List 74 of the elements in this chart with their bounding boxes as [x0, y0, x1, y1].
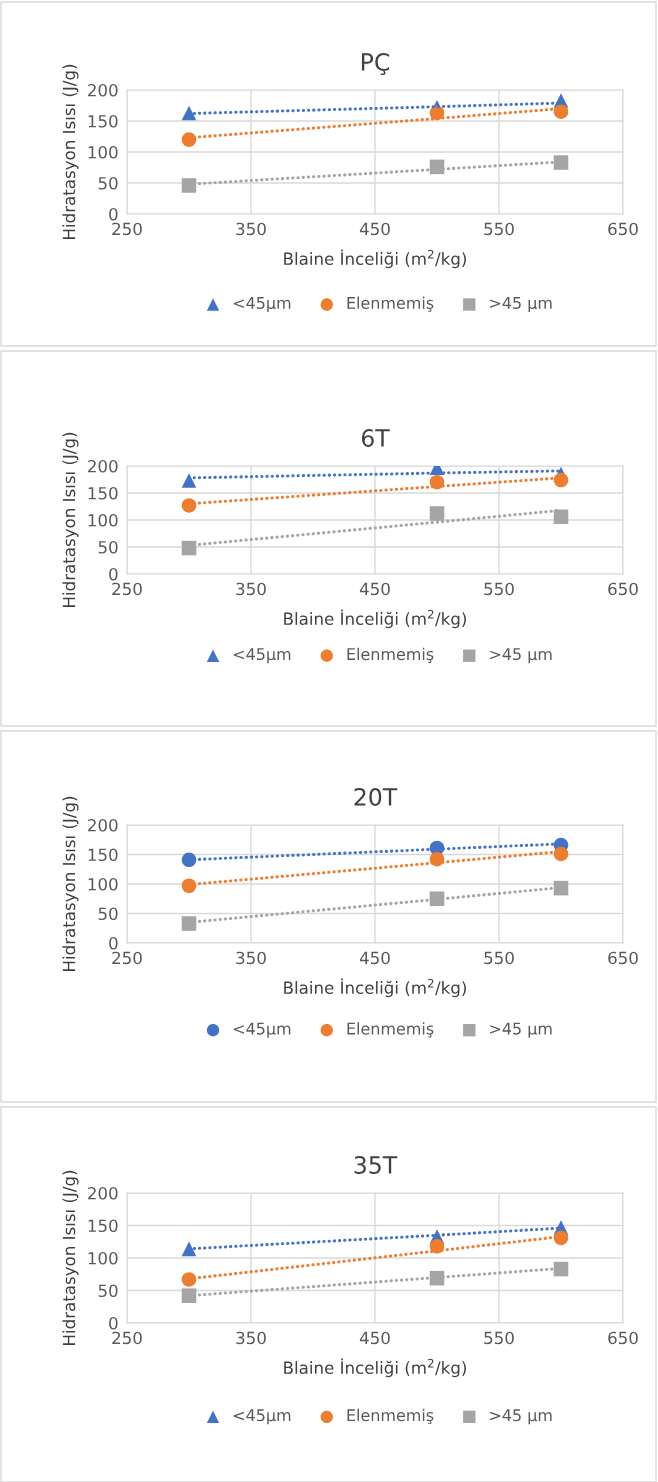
legend-label: >45 µm — [490, 1022, 552, 1038]
y-tick-label: 200 — [88, 1186, 118, 1200]
x-tick-label: 550 — [484, 1331, 514, 1345]
legend-label: <45µm — [233, 1022, 291, 1038]
y-tick-label: 50 — [98, 907, 118, 921]
y-tick-label: 100 — [88, 877, 118, 891]
x-tick-label: 250 — [112, 951, 142, 965]
x-tick-label: 450 — [359, 951, 390, 965]
y-tick-label: 200 — [88, 459, 118, 473]
legend-label: Elenmemiş — [347, 1408, 434, 1425]
point — [553, 104, 569, 119]
point — [553, 846, 569, 862]
point — [553, 472, 569, 488]
legend-label: >45 µm — [490, 297, 552, 313]
legend-label: <45µm — [233, 648, 291, 664]
y-tick-label: 100 — [88, 513, 118, 527]
x-axis-title: Blaine İnceliği (m$^{2}$/kg) — [284, 1358, 466, 1378]
x-tick-label: 650 — [608, 582, 638, 596]
y-tick-label: 200 — [88, 818, 118, 832]
x-tick-label: 250 — [112, 1331, 142, 1345]
point — [181, 178, 197, 193]
x-tick-label: 650 — [608, 222, 638, 236]
chart-title: 6T — [361, 429, 390, 447]
y-tick-label: 150 — [88, 486, 118, 500]
y-tick-label: 0 — [109, 1316, 118, 1330]
chart-title: 20T — [354, 788, 398, 806]
y-tick-label: 0 — [109, 207, 118, 221]
x-tick-label: 350 — [236, 951, 266, 965]
y-tick-label: 0 — [109, 936, 118, 950]
x-axis-title: Blaine İnceliği (m$^{2}$/kg) — [284, 609, 466, 629]
y-axis-title: Hidratasyon Isısı (J/g) — [62, 1170, 79, 1345]
y-axis-title: Hidratasyon Isısı (J/g) — [62, 64, 79, 239]
y-tick-label: 0 — [109, 567, 118, 581]
x-tick-label: 250 — [112, 222, 142, 236]
legend-label: Elenmemiş — [347, 1022, 434, 1038]
y-tick-label: 50 — [98, 540, 118, 554]
x-tick-label: 550 — [484, 951, 514, 965]
chart-title: PÇ — [361, 53, 390, 76]
y-tick-label: 100 — [88, 1251, 118, 1265]
x-tick-label: 450 — [359, 222, 390, 236]
y-tick-label: 50 — [98, 176, 118, 190]
point — [181, 1288, 197, 1303]
y-tick-label: 150 — [88, 114, 118, 128]
x-tick-label: 550 — [484, 222, 514, 236]
y-tick-label: 200 — [88, 83, 118, 97]
legend-label: Elenmemiş — [347, 647, 434, 663]
legend-label: >45 µm — [490, 648, 552, 664]
x-tick-label: 350 — [236, 582, 266, 596]
y-tick-label: 150 — [88, 848, 118, 862]
point — [553, 509, 569, 525]
point — [553, 155, 569, 170]
point — [181, 916, 197, 931]
y-tick-label: 150 — [88, 1219, 118, 1233]
y-tick-label: 50 — [98, 1284, 118, 1298]
x-tick-label: 350 — [236, 1331, 266, 1345]
x-tick-label: 450 — [359, 582, 390, 596]
y-tick-label: 100 — [88, 145, 118, 159]
x-tick-label: 650 — [608, 1331, 638, 1345]
x-axis-title: Blaine İnceliği (m$^{2}$/kg) — [284, 978, 466, 998]
y-axis-title: Hidratasyon Isısı (J/g) — [62, 432, 79, 607]
legend-label: Elenmemiş — [347, 296, 434, 312]
x-tick-label: 450 — [359, 1331, 390, 1345]
point — [181, 473, 197, 488]
x-tick-label: 650 — [608, 951, 638, 965]
point — [429, 506, 445, 521]
x-tick-label: 250 — [112, 582, 142, 596]
legend-label: <45µm — [233, 1409, 291, 1425]
legend-label: >45 µm — [490, 1409, 552, 1425]
legend-label: <45µm — [233, 297, 291, 313]
x-tick-label: 350 — [236, 222, 266, 236]
chart-title: 35T — [354, 1156, 398, 1174]
x-axis-title: Blaine İnceliği (m$^{2}$/kg) — [284, 249, 466, 269]
y-axis-title: Hidratasyon Isısı (J/g) — [62, 796, 79, 971]
x-tick-label: 550 — [484, 582, 514, 596]
